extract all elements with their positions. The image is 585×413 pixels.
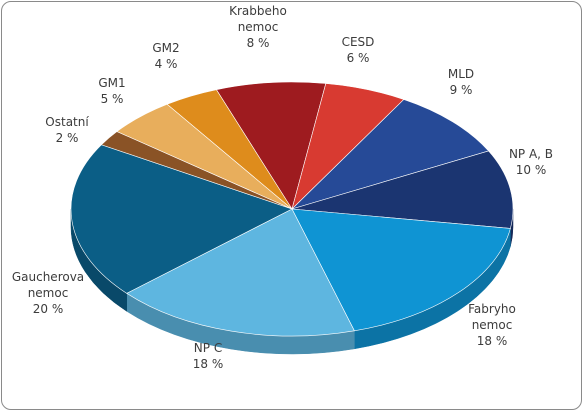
slice-label-6: Gaucherova nemoc 20 %: [12, 270, 84, 316]
slice-value-label: 4 %: [155, 57, 178, 71]
slice-value-label: 5 %: [101, 92, 124, 106]
slice-name-label: GM2: [152, 41, 179, 55]
slice-value-label: 18 %: [477, 334, 508, 348]
slice-name-label: nemoc: [238, 20, 279, 34]
slice-value-label: 6 %: [347, 51, 370, 65]
slice-name-label: Ostatní: [45, 115, 89, 129]
slice-name-label: GM1: [98, 76, 125, 90]
slice-value-label: 18 %: [193, 357, 224, 371]
slice-name-label: nemoc: [472, 318, 513, 332]
slice-name-label: CESD: [342, 35, 375, 49]
slice-label-4: Fabryho nemoc 18 %: [468, 302, 516, 348]
slice-label-0: Krabbeho nemoc 8 %: [229, 4, 287, 50]
slice-value-label: 9 %: [450, 83, 473, 97]
pie-slice-np-c: [126, 208, 355, 337]
slice-name-label: Gaucherova: [12, 270, 84, 284]
pie-slice-gm2: [166, 89, 293, 210]
slice-name-label: MLD: [448, 67, 474, 81]
slice-name-label: NP C: [194, 341, 222, 355]
pie-slices: [70, 81, 514, 337]
slice-name-label: Fabryho: [468, 302, 516, 316]
slice-value-label: 10 %: [516, 163, 547, 177]
slice-label-9: GM2 4 %: [152, 41, 179, 71]
slice-labels: Krabbeho nemoc 8 % CESD 6 % MLD 9 % NP A, B 10 %…: [12, 4, 553, 371]
slice-name-label: Krabbeho: [229, 4, 287, 18]
slice-value-label: 20 %: [33, 302, 64, 316]
slice-label-3: NP A, B 10 %: [509, 147, 553, 177]
slice-label-5: NP C 18 %: [193, 341, 224, 371]
slice-name-label: nemoc: [28, 286, 69, 300]
pie-slice-mld: [291, 99, 490, 210]
slice-name-label: NP A, B: [509, 147, 553, 161]
pie-slice-krabbeho-nemoc: [215, 81, 327, 210]
slice-value-label: 8 %: [247, 36, 270, 50]
pie-slice-fabryho-nemoc: [291, 208, 511, 332]
pie-slice-np-a-b: [291, 150, 514, 229]
slice-label-7: Ostatní 2 %: [45, 115, 89, 145]
slice-label-8: GM1 5 %: [98, 76, 125, 106]
slice-label-1: CESD 6 %: [342, 35, 375, 65]
slice-value-label: 2 %: [56, 131, 79, 145]
pie-slice-gaucherova-nemoc: [70, 144, 293, 294]
slice-label-2: MLD 9 %: [448, 67, 474, 97]
